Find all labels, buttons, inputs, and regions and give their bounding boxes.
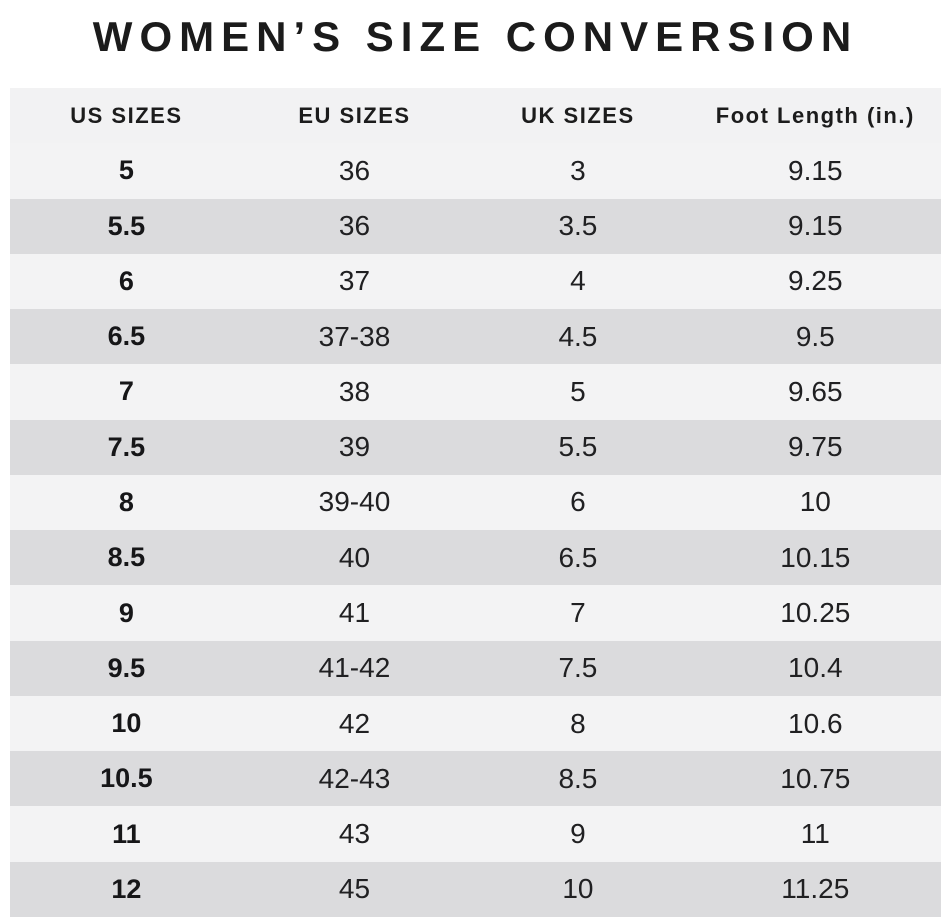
us-size-cell: 12 xyxy=(111,873,142,904)
foot-length-cell: 10.15 xyxy=(780,541,851,573)
foot-length-cell: 11 xyxy=(800,818,830,850)
table-row: 10 42 8 10.6 xyxy=(10,695,941,752)
eu-size-cell: 38 xyxy=(338,375,371,407)
eu-size-cell: 42 xyxy=(338,707,371,739)
uk-size-cell: 10 xyxy=(562,873,594,905)
foot-length-cell: 9.65 xyxy=(788,375,843,407)
foot-length-cell: 10.75 xyxy=(780,762,851,794)
us-size-cell: 11 xyxy=(112,818,141,849)
table-row: 6 37 4 9.25 xyxy=(10,253,941,310)
foot-length-cell: 10 xyxy=(799,486,831,518)
uk-size-cell: 8 xyxy=(570,707,586,739)
us-size-cell: 5.5 xyxy=(107,210,146,241)
us-size-cell: 6 xyxy=(118,265,134,296)
table-header-row: US SIZES EU SIZES UK SIZES Foot Length (… xyxy=(10,88,941,144)
eu-size-cell: 42-43 xyxy=(318,762,391,794)
foot-length-cell: 10.6 xyxy=(788,707,843,739)
table-row: 5.5 36 3.5 9.15 xyxy=(10,198,941,254)
eu-size-cell: 37-38 xyxy=(318,320,391,352)
size-conversion-table: US SIZES EU SIZES UK SIZES Foot Length (… xyxy=(10,88,941,917)
foot-length-cell: 9.15 xyxy=(788,154,843,186)
us-size-cell: 6.5 xyxy=(107,321,146,352)
us-size-cell: 9 xyxy=(118,597,134,628)
eu-size-cell: 40 xyxy=(338,541,371,573)
eu-size-cell: 45 xyxy=(338,873,371,905)
foot-length-cell: 9.25 xyxy=(788,265,843,297)
us-size-cell: 5 xyxy=(118,155,134,186)
page-title: WOMEN’S SIZE CONVERSION xyxy=(92,13,859,60)
table-row: 7 38 5 9.65 xyxy=(10,364,941,420)
foot-length-cell: 9.15 xyxy=(788,210,843,242)
uk-size-cell: 3.5 xyxy=(558,210,598,242)
uk-size-cell: 6 xyxy=(570,486,586,518)
eu-size-cell: 39-40 xyxy=(318,486,391,518)
table-row: 9 41 7 10.25 xyxy=(10,585,941,641)
eu-size-cell: 39 xyxy=(338,431,371,463)
eu-size-cell: 43 xyxy=(338,818,371,850)
table-row: 8 39-40 6 10 xyxy=(10,474,941,531)
table-row: 5 36 3 9.15 xyxy=(10,143,941,199)
us-size-cell: 8 xyxy=(118,486,134,517)
eu-size-cell: 37 xyxy=(338,265,371,297)
eu-size-cell: 36 xyxy=(338,154,371,186)
eu-size-cell: 36 xyxy=(338,210,371,242)
us-size-cell: 7 xyxy=(118,376,134,407)
uk-size-cell: 4.5 xyxy=(558,320,598,352)
uk-size-cell: 3 xyxy=(570,154,586,186)
table-row: 10.5 42-43 8.5 10.75 xyxy=(10,751,941,807)
eu-size-cell: 41-42 xyxy=(318,652,391,684)
table-row: 8.5 40 6.5 10.15 xyxy=(10,530,941,586)
header-uk-sizes: UK SIZES xyxy=(521,102,635,128)
foot-length-cell: 9.5 xyxy=(795,320,835,352)
uk-size-cell: 7.5 xyxy=(558,652,598,684)
foot-length-cell: 10.4 xyxy=(788,652,843,684)
table-row: 9.5 41-42 7.5 10.4 xyxy=(10,640,941,696)
us-size-cell: 8.5 xyxy=(107,542,146,573)
foot-length-cell: 10.25 xyxy=(780,597,851,629)
table-row: 7.5 39 5.5 9.75 xyxy=(10,419,941,475)
us-size-cell: 9.5 xyxy=(107,652,146,683)
us-size-cell: 7.5 xyxy=(107,431,146,462)
us-size-cell: 10.5 xyxy=(100,763,153,794)
uk-size-cell: 6.5 xyxy=(558,541,598,573)
table-row: 11 43 9 11 xyxy=(10,806,941,862)
uk-size-cell: 5.5 xyxy=(558,431,598,463)
foot-length-cell: 9.75 xyxy=(788,431,843,463)
uk-size-cell: 9 xyxy=(570,818,586,850)
header-foot-length: Foot Length (in.) xyxy=(715,102,915,128)
header-us-sizes: US SIZES xyxy=(70,102,183,128)
table-row: 12 45 10 11.25 xyxy=(10,861,941,917)
us-size-cell: 10 xyxy=(111,708,142,739)
uk-size-cell: 5 xyxy=(570,375,586,407)
foot-length-cell: 11.25 xyxy=(781,873,850,905)
table-row: 6.5 37-38 4.5 9.5 xyxy=(10,309,941,365)
uk-size-cell: 4 xyxy=(570,265,586,297)
eu-size-cell: 41 xyxy=(338,597,371,629)
uk-size-cell: 8.5 xyxy=(558,762,598,794)
uk-size-cell: 7 xyxy=(570,597,586,629)
header-eu-sizes: EU SIZES xyxy=(298,102,411,128)
